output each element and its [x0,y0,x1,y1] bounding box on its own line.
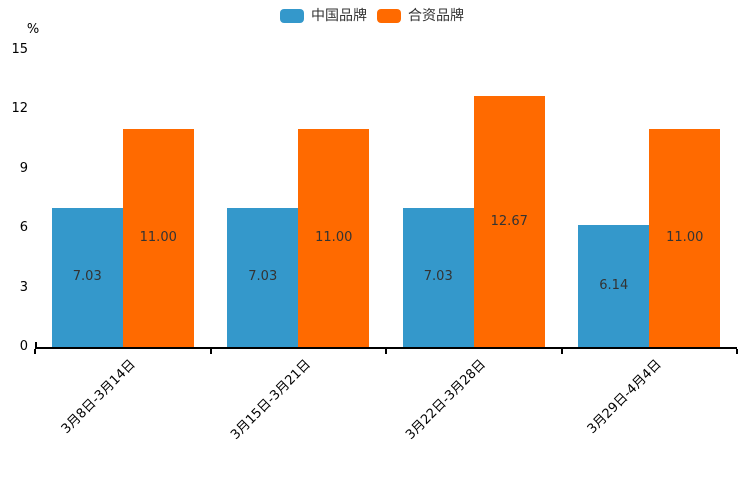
legend-item-joint-venture-brands[interactable]: 合资品牌 [377,8,464,24]
x-axis-tick-mark [34,349,36,354]
legend-swatch-icon [377,9,401,23]
y-axis-unit-label: % [26,22,40,37]
bar-value-label: 7.03 [423,269,453,285]
legend-item-chinese-brands[interactable]: 中国品牌 [280,8,367,24]
x-axis-tick-mark [209,349,212,354]
y-axis-tick-label: 3 [19,279,28,295]
y-axis-tick-label: 6 [19,220,28,236]
x-axis-tick-mark [385,349,387,354]
x-axis-tick-mark [736,349,738,354]
x-axis-category-label-text: 3月15日-3月21日 [228,357,314,443]
bar-joint-venture-brands [649,129,721,347]
bar-value-label: 7.03 [72,269,102,285]
y-axis-tick-label: 0 [19,339,28,354]
y-axis-tick-label: 15 [11,42,28,57]
bar-chinese-brands [402,207,474,347]
chart-legend: 中国品牌 合资品牌 [0,8,744,24]
bar-chinese-brands [51,207,123,347]
y-axis-tick-label: 12 [11,101,28,117]
legend-item-label: 合资品牌 [408,8,464,24]
bar-chinese-brands [578,225,650,347]
bar-value-label: 11.00 [315,230,353,246]
x-axis-category-label-text: 3月8日-3月14日 [58,357,139,437]
y-axis-tick-label: 9 [19,160,28,176]
x-axis-tick-mark [560,349,563,354]
bar-joint-venture-brands [473,96,545,347]
x-axis-category-label-text: 3月22日-3月28日 [403,357,490,443]
bar-joint-venture-brands [122,129,194,347]
bar-chinese-brands [227,207,299,347]
bar-value-label: 6.14 [599,278,629,294]
legend-item-label: 中国品牌 [311,8,367,24]
bar-value-label: 7.03 [248,269,278,285]
bar-joint-venture-brands [298,129,370,347]
bar-value-label: 11.00 [666,230,704,246]
y-axis-stub [35,342,37,347]
legend-swatch-icon [280,9,304,23]
bar-value-label: 11.00 [139,230,177,246]
bar-value-label: 12.67 [490,213,528,229]
x-axis-category-label-text: 3月29日-4月4日 [584,357,665,437]
x-axis-line [35,347,737,349]
